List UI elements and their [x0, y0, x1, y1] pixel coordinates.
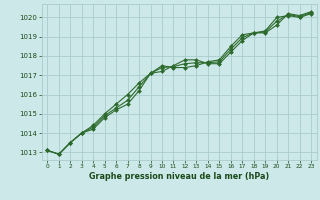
X-axis label: Graphe pression niveau de la mer (hPa): Graphe pression niveau de la mer (hPa) — [89, 172, 269, 181]
